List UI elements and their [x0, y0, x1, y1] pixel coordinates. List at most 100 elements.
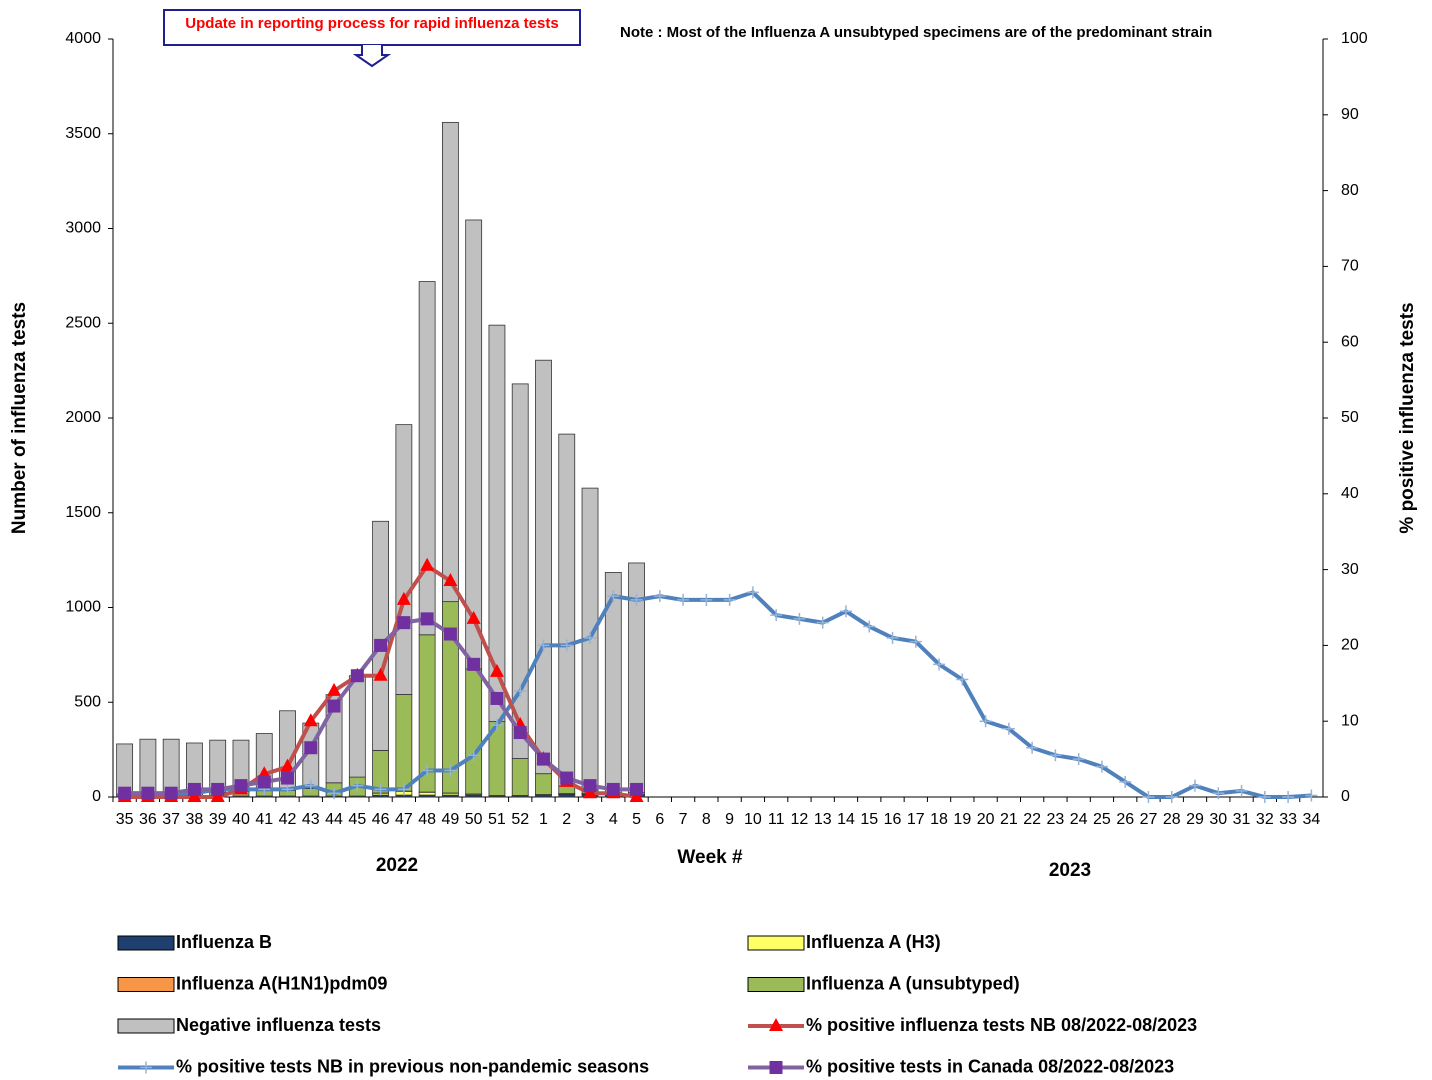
legend-label: Influenza A (unsubtyped) [806, 973, 1020, 993]
marker [1258, 791, 1271, 803]
x-tick-label: 10 [744, 811, 762, 828]
bar [465, 668, 483, 795]
bar [418, 791, 436, 796]
marker [280, 758, 295, 772]
x-tick-label: 5 [632, 811, 641, 828]
y2-tick-label: 70 [1341, 258, 1359, 275]
marker [490, 691, 504, 705]
marker [443, 572, 458, 586]
x-tick-label: 23 [1047, 811, 1065, 828]
marker [537, 639, 550, 652]
x-tick-label: 39 [209, 811, 227, 828]
x-tick-label: 29 [1186, 811, 1204, 828]
bar [558, 793, 576, 798]
x-tick-label: 43 [302, 811, 320, 828]
x-tick-label: 9 [725, 811, 734, 828]
marker [234, 779, 248, 793]
bar [465, 219, 483, 670]
legend-swatch [117, 935, 175, 951]
marker [677, 593, 690, 606]
marker [1305, 789, 1318, 802]
marker [886, 631, 899, 644]
marker [118, 786, 132, 800]
marker [187, 782, 201, 796]
x-tick-label: 2 [562, 811, 571, 828]
marker [723, 593, 736, 606]
x-tick-label: 17 [907, 811, 925, 828]
x-axis-label: Week # [677, 847, 743, 868]
bar [372, 520, 389, 751]
legend-label: Negative influenza tests [176, 1015, 381, 1035]
x-tick-label: 48 [418, 811, 436, 828]
x-tick-label: 44 [325, 811, 343, 828]
x-tick-label: 38 [186, 811, 204, 828]
line [124, 590, 1312, 799]
marker [746, 586, 759, 599]
y2-tick-label: 10 [1341, 712, 1359, 729]
marker [536, 752, 550, 766]
marker [328, 787, 341, 800]
marker [1026, 741, 1039, 754]
x-tick-label: 41 [255, 811, 273, 828]
marker [303, 713, 318, 727]
y2-tick-label: 20 [1341, 637, 1359, 654]
marker [141, 786, 155, 800]
marker [327, 699, 341, 713]
x-tick-label: 28 [1163, 811, 1181, 828]
bar [535, 773, 552, 795]
x-tick-label: 16 [884, 811, 902, 828]
marker [607, 590, 620, 603]
marker [956, 673, 969, 686]
bar [511, 758, 529, 796]
marker [444, 764, 457, 777]
marker [397, 616, 411, 630]
marker [490, 718, 503, 731]
x-tick-label: 42 [279, 811, 297, 828]
x-tick-label: 8 [702, 811, 711, 828]
legend-swatch [747, 935, 805, 951]
x-tick-label: 32 [1256, 811, 1274, 828]
marker [606, 782, 620, 796]
marker [281, 771, 295, 785]
marker [211, 782, 225, 796]
bar [558, 433, 576, 787]
marker [979, 715, 992, 728]
x-tick-label: 37 [162, 811, 180, 828]
y2-tick-label: 60 [1341, 333, 1359, 350]
y2-tick-label: 100 [1341, 30, 1368, 47]
bar [442, 121, 459, 603]
marker [769, 1061, 783, 1074]
x-tick-label: 40 [232, 811, 250, 828]
x-tick-label: 52 [511, 811, 529, 828]
marker [443, 627, 457, 641]
x-tick-label: 22 [1023, 811, 1041, 828]
marker [1095, 760, 1108, 773]
legend-swatch [747, 977, 805, 992]
marker [1142, 791, 1155, 803]
marker [489, 663, 504, 677]
legend-label: Influenza A(H1N1)pdm09 [176, 973, 387, 993]
bar [395, 694, 413, 792]
marker [1049, 749, 1062, 762]
annotation-box [163, 9, 581, 46]
marker [420, 612, 434, 626]
y2-tick-label: 50 [1341, 409, 1359, 426]
x-tick-label: 15 [860, 811, 878, 828]
annotation: Update in reporting process for rapid in… [185, 15, 558, 32]
marker [304, 741, 318, 755]
marker [630, 593, 643, 606]
x-tick-label: 45 [348, 811, 366, 828]
marker [304, 779, 317, 792]
bar [162, 738, 180, 794]
y-tick-label: 1500 [65, 504, 101, 521]
x-tick-label: 14 [837, 811, 855, 828]
bar [418, 281, 436, 636]
y-tick-label: 0 [92, 788, 101, 805]
marker [560, 639, 573, 652]
bar [116, 743, 134, 795]
marker [839, 605, 852, 618]
marker [140, 1061, 152, 1074]
x-tick-label: 46 [372, 811, 390, 828]
legend-swatch [117, 977, 175, 992]
